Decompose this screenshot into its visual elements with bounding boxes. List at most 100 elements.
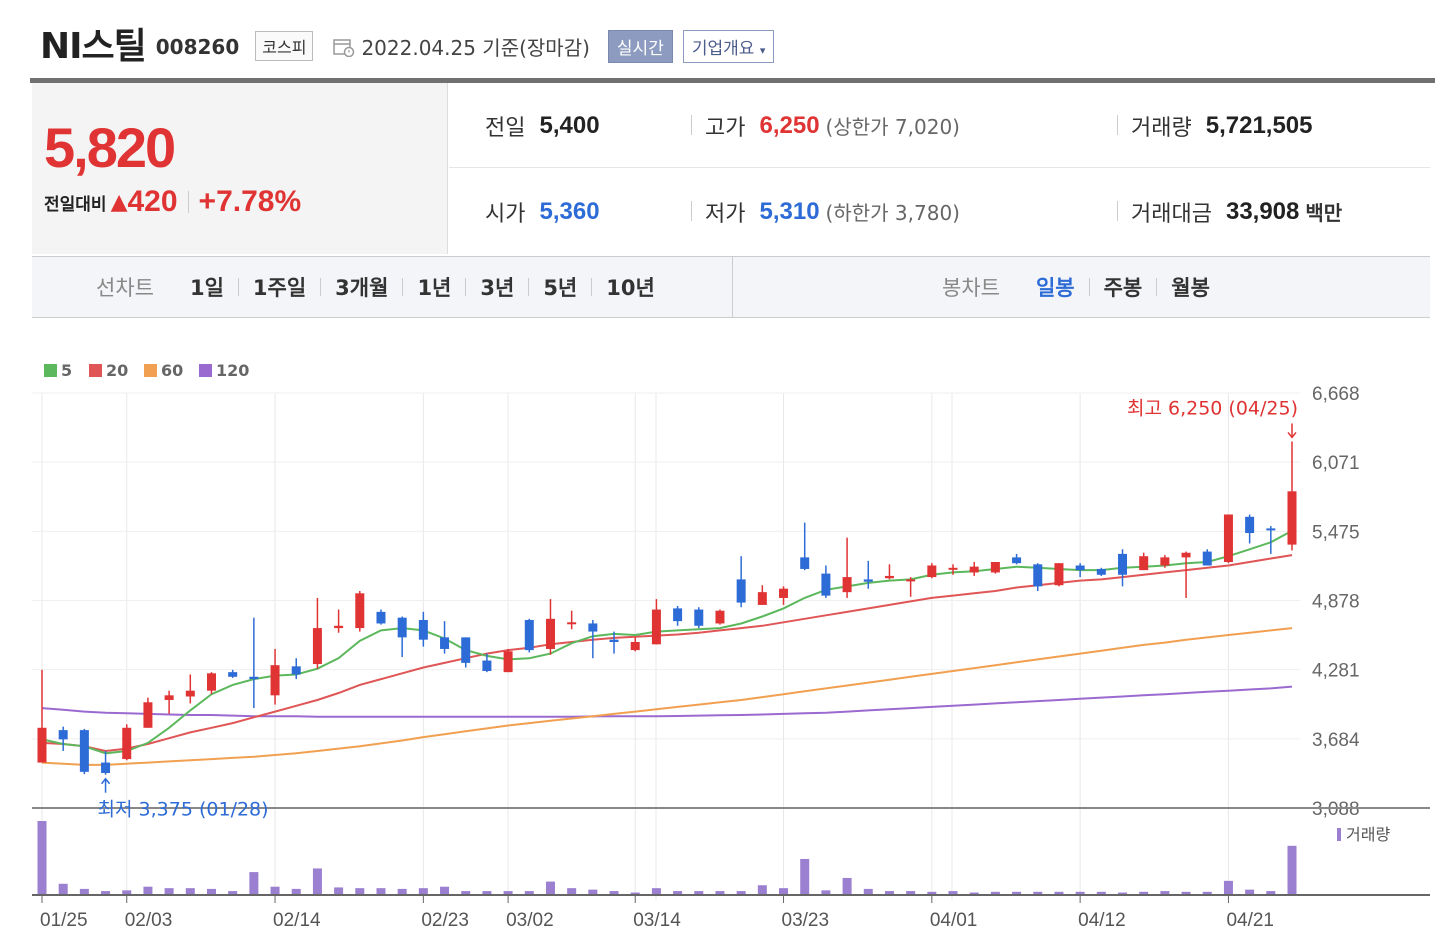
stat-low: 저가 5,310 (하한가 3,780) (705, 169, 960, 254)
stat-volume: 거래량 5,721,505 (1131, 83, 1313, 168)
period-separator (591, 278, 593, 296)
open-label: 시가 (485, 201, 526, 227)
candle-body (567, 622, 577, 625)
stat-high: 고가 6,250 (상한가 7,020) (705, 83, 960, 168)
change-label: 전일대비 (44, 194, 107, 215)
legend-label: 120 (216, 361, 249, 380)
candle-chart-label: 봉차트 (942, 276, 1000, 300)
period-divider (732, 257, 733, 317)
candle-body (990, 562, 1000, 573)
stock-name: NI스틸 (40, 26, 147, 67)
volume-bar (1118, 892, 1128, 894)
max-arrow-head (1287, 431, 1297, 439)
period-10y[interactable]: 10년 (606, 276, 655, 300)
volume-bar (779, 888, 789, 894)
candle-body (503, 651, 513, 673)
candle-body (969, 566, 979, 573)
volume-bar (376, 888, 386, 894)
period-separator (320, 278, 322, 296)
volume-bar (1223, 880, 1233, 894)
volume-bar (249, 872, 259, 894)
stat-open: 시가 5,360 (485, 169, 600, 254)
candle-body (101, 762, 111, 773)
candle-body (673, 608, 683, 622)
volume-bar (1245, 889, 1255, 894)
stat-separator (691, 115, 692, 135)
volume-bar (715, 891, 725, 894)
volume-bar (651, 888, 661, 894)
change-percent: +7.78% (198, 185, 302, 218)
x-tick-label: 02/23 (421, 910, 469, 931)
candle-body (1245, 516, 1255, 534)
volume-bar (588, 889, 598, 894)
candle-body (800, 557, 810, 569)
line-chart-label: 선차트 (96, 276, 154, 300)
volume-bar (228, 891, 238, 894)
period-separator (528, 278, 530, 296)
candle-body (58, 730, 68, 740)
period-separator (402, 278, 404, 296)
high-label: 고가 (705, 115, 746, 141)
candle-chart-periods: 봉차트 일봉 주봉 월봉 (942, 257, 1224, 317)
x-tick-label: 02/03 (125, 910, 173, 931)
candle-body (1223, 514, 1233, 563)
volume-bar (440, 886, 450, 894)
y-tick-label: 6,668 (1312, 384, 1360, 405)
period-daily[interactable]: 일봉 (1035, 276, 1075, 300)
candle-body (884, 575, 894, 579)
amount-label: 거래대금 (1131, 201, 1212, 227)
volume-bar (567, 888, 577, 894)
period-3m[interactable]: 3개월 (335, 276, 389, 300)
candle-body (1033, 564, 1043, 587)
company-overview-label: 기업개요 (691, 38, 755, 59)
legend-label: 5 (61, 361, 72, 380)
period-3y[interactable]: 3년 (480, 276, 515, 300)
volume-bar (1202, 891, 1212, 894)
stock-code: 008260 (155, 35, 240, 59)
company-overview-button[interactable]: 기업개요 ▾ (682, 29, 775, 63)
x-tick-label: 02/14 (273, 910, 321, 931)
stat-separator (691, 201, 692, 221)
price-panel: 5,820 전일대비 ▲ 420 +7.78% (32, 83, 448, 254)
candle-body (842, 577, 852, 593)
stat-separator (1117, 201, 1118, 221)
calendar-icon (333, 37, 355, 58)
volume-bar (312, 868, 322, 894)
volume-bar (927, 891, 937, 894)
period-monthly[interactable]: 월봉 (1171, 276, 1210, 300)
candle-body (291, 666, 301, 675)
volume-bar (948, 891, 958, 894)
volume-bar (990, 891, 1000, 894)
volume-legend-label: 거래량 (1346, 825, 1390, 844)
candle-body (312, 628, 322, 665)
realtime-button[interactable]: 실시간 (607, 29, 673, 63)
period-weekly[interactable]: 주봉 (1103, 276, 1143, 300)
legend-swatch (199, 364, 212, 377)
candle-body (206, 673, 216, 691)
volume-bar (736, 891, 746, 894)
candle-body (821, 573, 831, 596)
candle-body (164, 695, 174, 700)
candle-body (927, 565, 937, 578)
period-separator (465, 278, 467, 296)
period-1y[interactable]: 1년 (417, 276, 452, 300)
volume-label: 거래량 (1131, 115, 1192, 141)
ma120-line (41, 685, 1293, 718)
candle-body (715, 610, 725, 624)
volume-bar (334, 887, 344, 894)
stats-row-2: 시가 5,360 저가 5,310 (하한가 3,780) 거래대금 33,90… (449, 169, 1430, 254)
candle-body (1266, 528, 1276, 531)
x-tick-label: 01/25 (40, 910, 88, 931)
candle-body (185, 690, 195, 697)
volume-bar (673, 891, 683, 894)
candle-body (906, 579, 916, 582)
ma60-line (41, 627, 1293, 766)
period-1d[interactable]: 1일 (189, 276, 224, 300)
line-chart-periods: 선차트 1일 1주일 3개월 1년 3년 5년 10년 (96, 257, 669, 317)
period-1w[interactable]: 1주일 (252, 276, 307, 300)
volume-bar (609, 891, 619, 894)
base-date: 2022.04.25 기준(장마감) (361, 35, 590, 60)
period-5y[interactable]: 5년 (543, 276, 578, 300)
legend-swatch (144, 364, 157, 377)
volume-bar (1012, 891, 1022, 894)
